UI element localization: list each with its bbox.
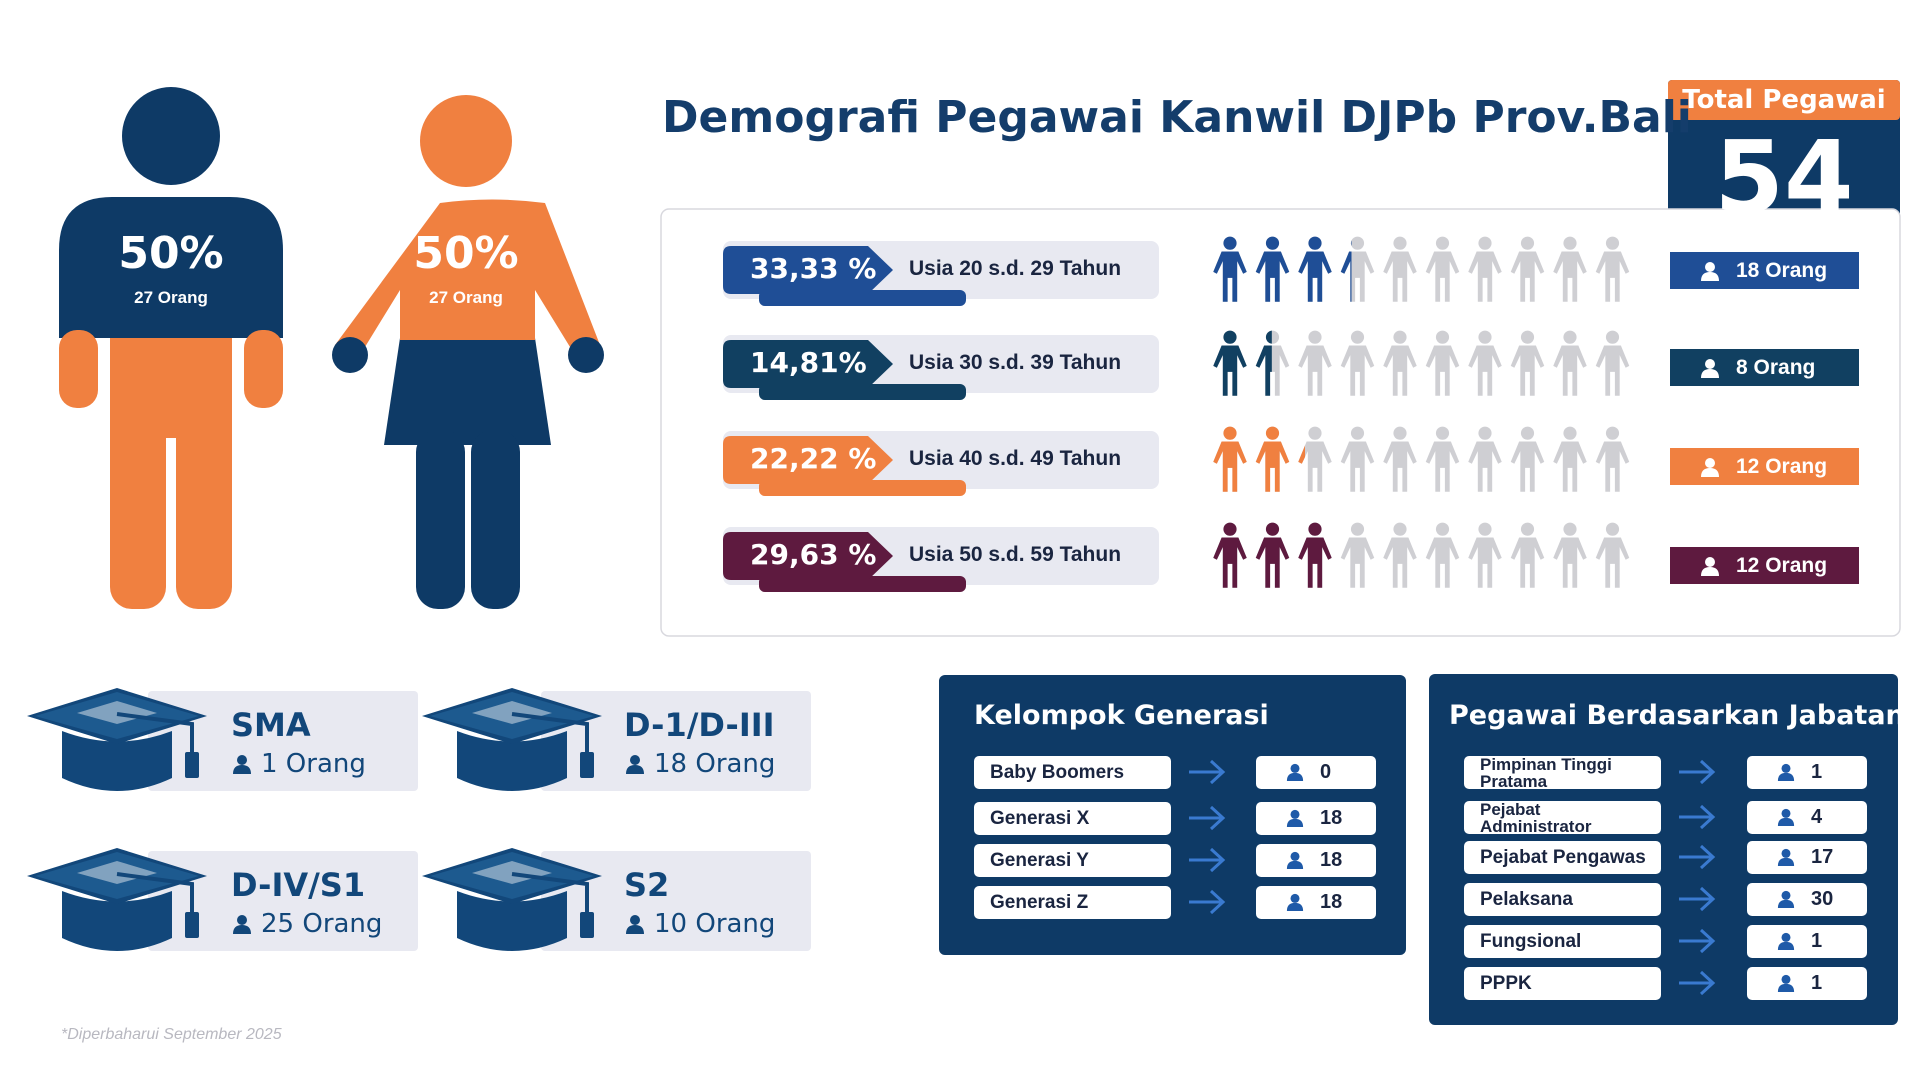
row-count: 18 [1320,849,1343,871]
count-badge [1670,252,1859,289]
arrow [1679,928,1716,954]
education-level: SMA [231,706,311,744]
name-pill [1464,756,1661,789]
age-tag [723,246,893,294]
row-name: PPPK [1480,973,1532,994]
arrow [1189,759,1226,785]
generation-panel [939,675,1406,955]
age-label: Usia 20 s.d. 29 Tahun [909,257,1122,280]
row-count: 4 [1811,806,1823,828]
arrow [1679,886,1716,912]
count-badge [1670,547,1859,584]
total-label: Total Pegawai [1682,85,1886,115]
age-count: 8 Orang [1736,356,1816,379]
education-level: D-IV/S1 [231,866,366,904]
name-pill [1464,841,1661,874]
title: Demografi Pegawai Kanwil DJPb Prov.Bali [662,92,1692,143]
row-count: 0 [1320,761,1332,783]
count-pill [1256,756,1376,789]
age-tag [723,340,893,388]
count-pill [1747,967,1867,1000]
age-tag [723,532,893,580]
row-count: 30 [1811,888,1834,910]
row-name: Generasi X [990,808,1090,829]
count-pill [1747,756,1867,789]
age-label: Usia 30 s.d. 39 Tahun [909,351,1122,374]
education-level: S2 [624,866,670,904]
name-pill [974,802,1171,835]
arrow [1679,759,1716,785]
row-count: 18 [1320,807,1343,829]
row-name: Generasi Z [990,892,1089,913]
row-name: Fungsional [1480,931,1582,952]
name-pill [974,844,1171,877]
arrow [1679,844,1716,870]
education-count: 10 Orang [654,909,776,939]
arrow [1679,970,1716,996]
education-card [148,691,418,791]
row-name: Pelaksana [1480,889,1573,910]
arrow [1679,804,1716,830]
age-count: 12 Orang [1736,455,1828,478]
panel-title: Pegawai Berdasarkan Jabatan [1449,700,1905,731]
education-count: 1 Orang [261,749,366,779]
age-count: 12 Orang [1736,554,1828,577]
age-label: Usia 50 s.d. 59 Tahun [909,543,1122,566]
education-count: 18 Orang [654,749,776,779]
name-pill [974,756,1171,789]
row-name: Generasi Y [990,850,1089,871]
female-figure [332,95,604,609]
education-count: 25 Orang [261,909,383,939]
age-percent: 33,33 % [750,252,877,285]
name-pill [1464,967,1661,1000]
row-count: 18 [1320,891,1343,913]
age-label: Usia 40 s.d. 49 Tahun [909,447,1122,470]
total-value: 54 [1714,119,1854,236]
education-card [541,851,811,951]
age-count: 18 Orang [1736,259,1828,282]
age-tag [723,436,893,484]
row-count: 1 [1811,972,1823,994]
arrow [1189,889,1226,915]
education-card [148,851,418,951]
row-name: Baby Boomers [990,762,1125,783]
gender-percent: 50% [118,228,224,279]
name-pill [1464,925,1661,958]
total-header [1668,80,1900,120]
age-percent: 29,63 % [750,538,877,571]
education-level: D-1/D-III [624,706,775,744]
count-badge [1670,349,1859,386]
gender-count: 27 Orang [429,288,503,307]
age-percent: 22,22 % [750,442,877,475]
name-pill [1464,801,1661,834]
count-pill [1747,883,1867,916]
row-name: Pejabat Pengawas [1480,847,1646,868]
name-pill [1464,883,1661,916]
row-count: 1 [1811,761,1823,783]
count-pill [1747,925,1867,958]
education-card [541,691,811,791]
count-pill [1256,886,1376,919]
count-pill [1256,844,1376,877]
row-name: Pejabat Administrator [1480,799,1592,836]
gender-percent: 50% [413,228,519,279]
count-pill [1747,841,1867,874]
row-count: 17 [1811,846,1834,868]
gender-count: 27 Orang [134,288,208,307]
arrow [1189,805,1226,831]
row-count: 1 [1811,930,1823,952]
arrow [1189,847,1226,873]
panel-title: Kelompok Generasi [974,700,1269,731]
age-percent: 14,81% [750,346,867,379]
row-name: Pimpinan Tinggi Pratama [1480,754,1612,791]
male-figure [59,87,283,609]
footnote: *Diperbaharui September 2025 [61,1026,282,1043]
count-pill [1256,802,1376,835]
count-badge [1670,448,1859,485]
name-pill [974,886,1171,919]
count-pill [1747,801,1867,834]
